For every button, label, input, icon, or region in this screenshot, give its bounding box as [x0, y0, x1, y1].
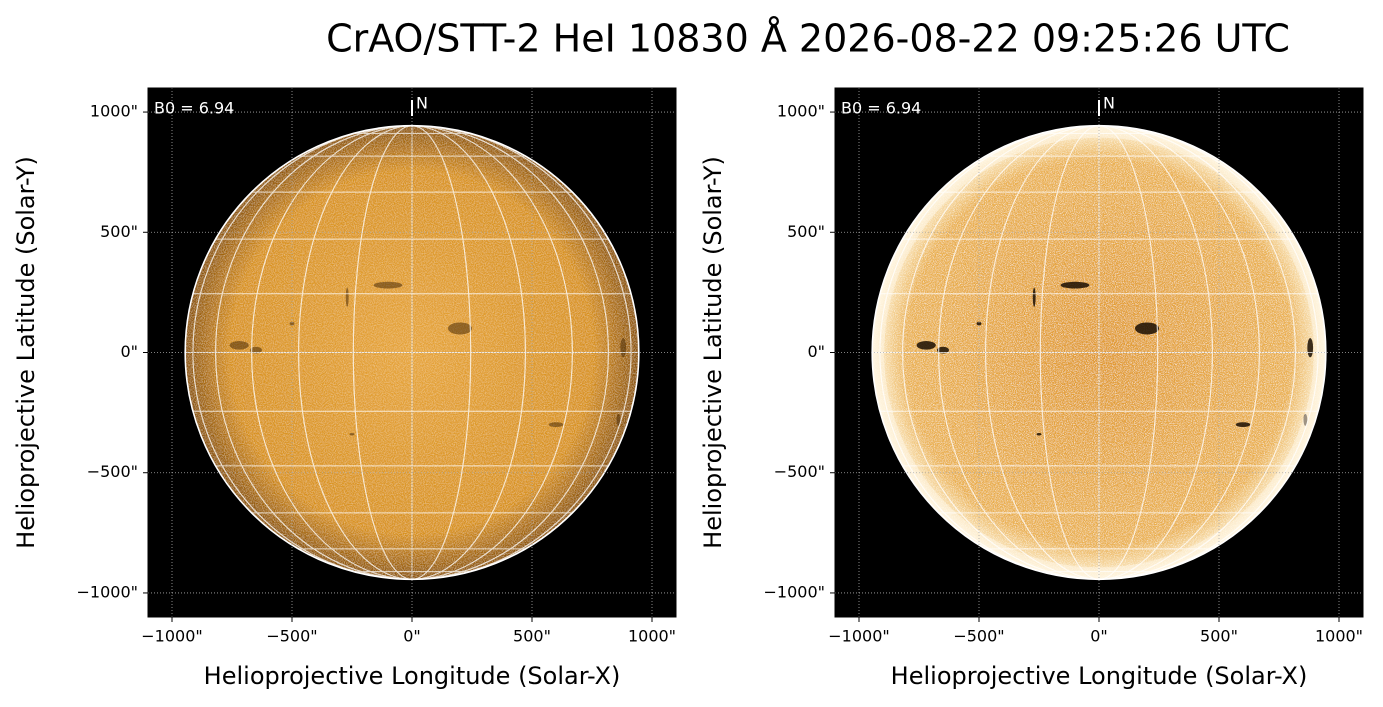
- figure-title: CrAO/STT-2 HeI 10830 Å 2026-08-22 09:25:…: [326, 17, 1290, 61]
- x-tick-label: 500": [1200, 627, 1238, 646]
- x-tick-label: 500": [513, 627, 551, 646]
- dark-feature: [345, 287, 349, 307]
- y-tick-label: 500": [100, 222, 138, 241]
- y-tick-label: −1000": [77, 582, 138, 601]
- longitude-line: [215, 125, 609, 580]
- dark-feature: [1036, 433, 1042, 436]
- x-tick-label: 1000": [628, 627, 676, 646]
- y-tick-label: 1000": [777, 102, 825, 121]
- dark-feature: [976, 321, 982, 326]
- x-tick-label: −500": [953, 627, 1004, 646]
- dark-feature: [1060, 281, 1090, 289]
- annotation: B0 = 6.94: [841, 99, 921, 118]
- panel: −1000" −500" 0" 500" 1000" −1000" −500" 0" 500" 1…: [699, 87, 1364, 690]
- north-label: N: [416, 94, 428, 113]
- x-tick-label: 1000": [1315, 627, 1363, 646]
- longitude-line: [251, 125, 573, 580]
- dark-feature: [448, 322, 472, 335]
- longitude-line: [352, 125, 472, 580]
- y-tick-label: 0": [120, 342, 138, 361]
- longitude-line: [938, 125, 1260, 580]
- x-tick-label: −500": [266, 627, 317, 646]
- y-tick-label: −1000": [764, 582, 825, 601]
- annotation: B0 = 6.94: [154, 99, 234, 118]
- north-label: N: [1103, 94, 1115, 113]
- dark-feature: [1235, 422, 1251, 428]
- plot-frame: [147, 87, 677, 618]
- y-tick-label: 1000": [90, 102, 138, 121]
- longitude-line: [1039, 125, 1159, 580]
- dark-feature: [1307, 338, 1314, 358]
- y-tick-label: 500": [787, 222, 825, 241]
- x-tick-label: −1000": [828, 627, 889, 646]
- dark-feature: [916, 340, 936, 350]
- longitude-line: [902, 125, 1296, 580]
- dark-feature: [229, 340, 249, 350]
- limb: [184, 124, 640, 581]
- dark-feature: [620, 338, 627, 358]
- panel: −1000" −500" 0" 500" 1000" −1000" −500" 0" 500" 1…: [12, 87, 677, 690]
- x-tick-label: −1000": [141, 627, 202, 646]
- limb: [871, 124, 1327, 581]
- x-tick-label: 0": [1090, 627, 1108, 646]
- dark-feature: [937, 346, 949, 354]
- y-tick-label: −500": [87, 462, 138, 481]
- x-tick-label: 0": [403, 627, 421, 646]
- dark-feature: [289, 321, 295, 326]
- dark-feature: [616, 413, 621, 426]
- x-axis-label: Helioprojective Longitude (Solar-X): [204, 662, 621, 690]
- dark-feature: [1032, 287, 1036, 307]
- plot-frame: [834, 87, 1364, 618]
- dark-feature: [373, 281, 403, 289]
- dark-feature: [250, 346, 262, 354]
- y-axis-label: Helioprojective Latitude (Solar-Y): [12, 156, 40, 549]
- y-tick-label: 0": [807, 342, 825, 361]
- x-axis-label: Helioprojective Longitude (Solar-X): [891, 662, 1308, 690]
- dark-feature: [349, 433, 355, 436]
- features: [229, 281, 627, 436]
- y-tick-label: −500": [774, 462, 825, 481]
- dark-feature: [1135, 322, 1159, 335]
- dark-feature: [548, 422, 564, 428]
- y-axis-label: Helioprojective Latitude (Solar-Y): [699, 156, 727, 549]
